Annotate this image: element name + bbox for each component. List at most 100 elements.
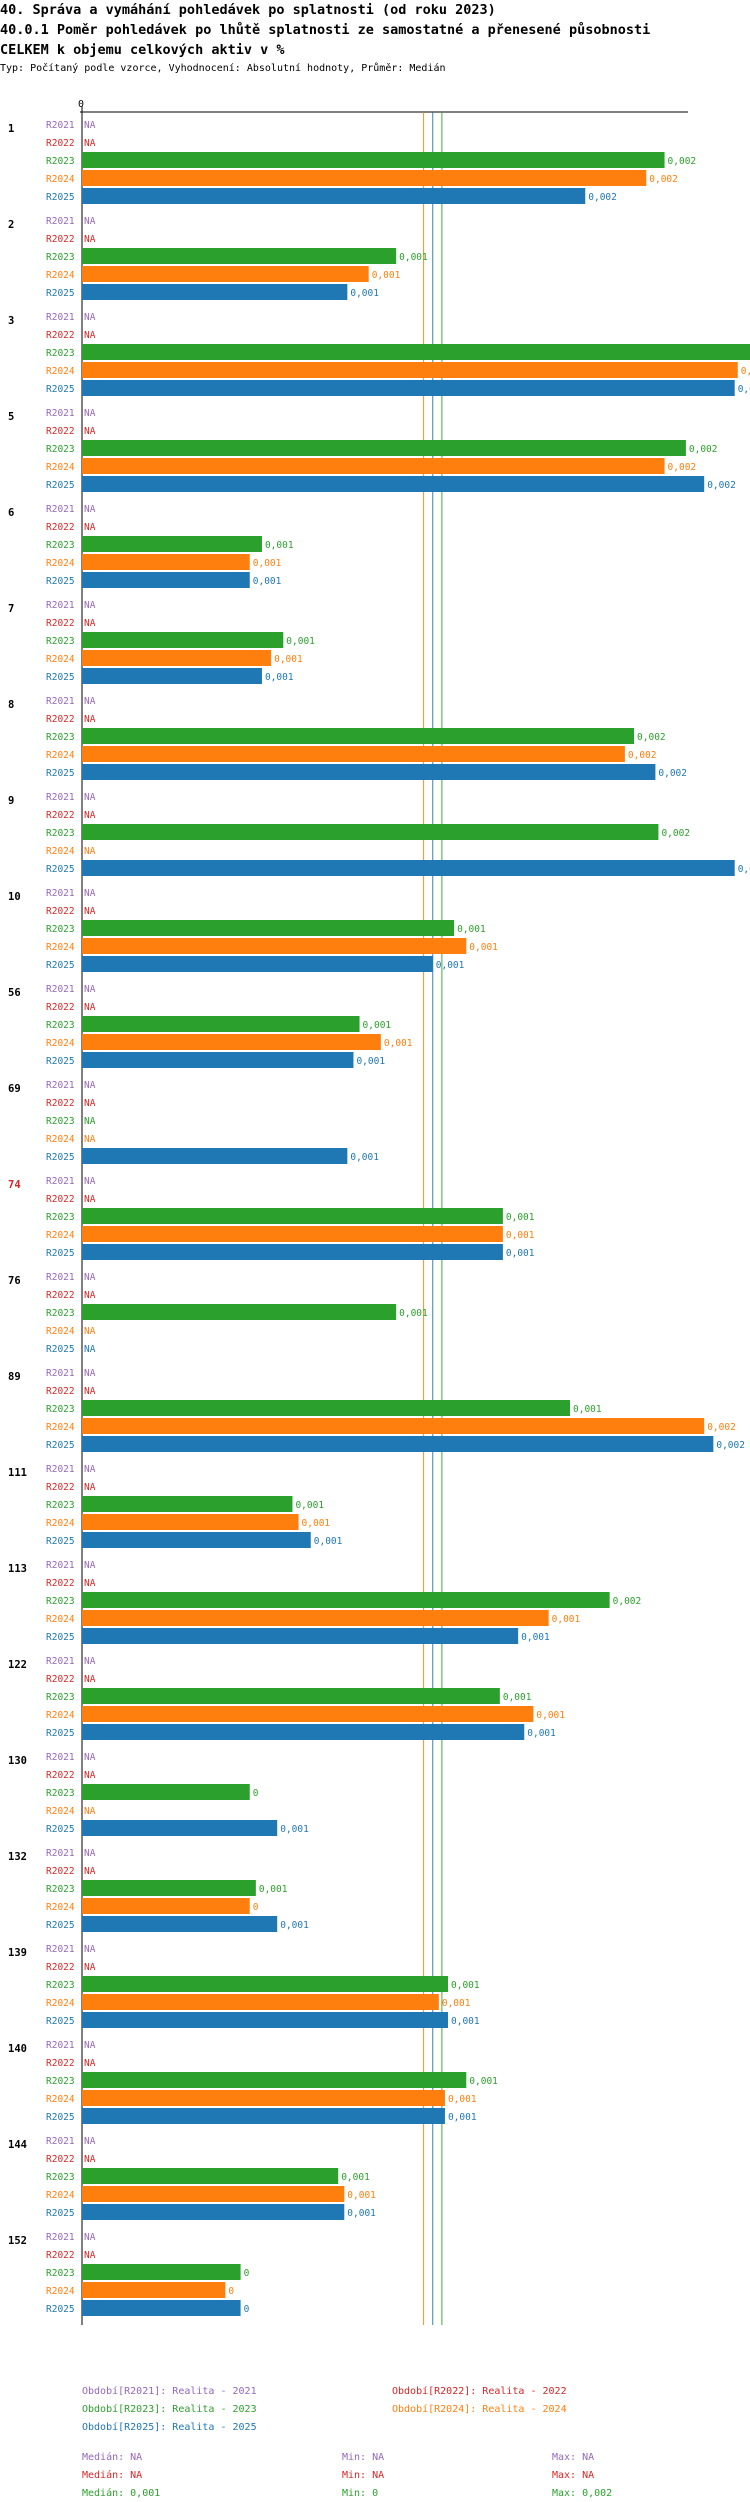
bar-r2024 <box>82 2186 345 2202</box>
group-label-8: 8 <box>8 699 14 711</box>
value-label: 0 <box>244 2304 250 2315</box>
value-label-na: NA <box>84 1176 96 1187</box>
series-label: R2025 <box>46 1248 75 1259</box>
value-label-na: NA <box>84 426 96 437</box>
value-label: 0,002 <box>637 732 666 743</box>
value-label: 0,001 <box>521 1632 550 1643</box>
value-label: 0,001 <box>259 1884 288 1895</box>
series-label: R2021 <box>46 504 75 515</box>
series-label: R2021 <box>46 792 75 803</box>
series-label: R2021 <box>46 1752 75 1763</box>
value-label: 0 <box>228 2286 234 2297</box>
value-label-na: NA <box>84 1326 96 1337</box>
value-label: 0,001 <box>503 1692 532 1703</box>
series-label: R2025 <box>46 576 75 587</box>
series-label: R2023 <box>46 2172 75 2183</box>
value-label-na: NA <box>84 1368 96 1379</box>
series-label: R2025 <box>46 1920 75 1931</box>
value-label-na: NA <box>84 1944 96 1955</box>
value-label-na: NA <box>84 1344 96 1355</box>
chart-title: 40. Správa a vymáhání pohledávek po spla… <box>0 2 496 18</box>
chart-subtitle-indicator: 40.0.1 Poměr pohledávek po lhůtě splatno… <box>0 22 651 38</box>
value-label-na: NA <box>84 1482 96 1493</box>
chart-subtitle-unit: CELKEM k objemu celkových aktiv v % <box>0 42 285 58</box>
legend-median-r2022: Medián: NA <box>82 2469 142 2481</box>
series-label: R2023 <box>46 1980 75 1991</box>
value-label: 0,001 <box>536 1710 565 1721</box>
series-label: R2024 <box>46 846 75 857</box>
bar-r2024 <box>82 266 369 282</box>
value-label-na: NA <box>84 1674 96 1685</box>
value-label-na: NA <box>84 1752 96 1763</box>
series-label: R2021 <box>46 1176 75 1187</box>
series-label: R2024 <box>46 270 75 281</box>
bar-r2023 <box>82 152 665 168</box>
series-label: R2023 <box>46 1020 75 1031</box>
series-label: R2022 <box>46 1578 75 1589</box>
value-label: 0,002 <box>707 1422 736 1433</box>
bar-r2023 <box>82 1976 448 1992</box>
bar-r2025 <box>82 572 250 588</box>
series-label: R2023 <box>46 1788 75 1799</box>
bar-r2024 <box>82 650 272 666</box>
series-label: R2024 <box>46 558 75 569</box>
value-label-na: NA <box>84 714 96 725</box>
series-label: R2025 <box>46 768 75 779</box>
series-label: R2021 <box>46 216 75 227</box>
series-label: R2023 <box>46 1212 75 1223</box>
value-label: 0,001 <box>506 1248 535 1259</box>
bar-r2023 <box>82 1400 570 1416</box>
value-label-na: NA <box>84 1272 96 1283</box>
value-label: 0,001 <box>295 1500 324 1511</box>
group-label-56: 56 <box>8 987 21 999</box>
value-label: 0,001 <box>451 1980 480 1991</box>
legend-period-r2021: Období[R2021]: Realita - 2021 <box>82 2385 257 2397</box>
group-label-152: 152 <box>8 2235 27 2247</box>
bar-r2025 <box>82 668 262 684</box>
value-label: 0,002 <box>707 480 736 491</box>
group-label-1: 1 <box>8 123 14 135</box>
series-label: R2025 <box>46 1056 75 1067</box>
value-label: 0,002 <box>668 156 697 167</box>
series-label: R2021 <box>46 408 75 419</box>
bar-r2025 <box>82 1628 519 1644</box>
series-label: R2024 <box>46 1614 75 1625</box>
bar-r2025 <box>82 2108 445 2124</box>
value-label-na: NA <box>84 2154 96 2165</box>
legend-max-r2021: Max: NA <box>552 2452 594 2463</box>
bar-r2024 <box>82 2282 226 2298</box>
value-label: 0,002 <box>628 750 657 761</box>
value-label-na: NA <box>84 408 96 419</box>
group-label-111: 111 <box>8 1467 27 1479</box>
series-label: R2024 <box>46 750 75 761</box>
series-label: R2025 <box>46 288 75 299</box>
bar-r2024 <box>82 1706 534 1722</box>
value-label: 0,001 <box>552 1614 581 1625</box>
bar-r2023 <box>82 1016 360 1032</box>
series-label: R2024 <box>46 1998 75 2009</box>
series-label: R2025 <box>46 2208 75 2219</box>
value-label: 0,001 <box>436 960 465 971</box>
series-label: R2023 <box>46 540 75 551</box>
value-label: 0,001 <box>350 1152 379 1163</box>
group-label-144: 144 <box>8 2139 27 2151</box>
bar-r2023 <box>82 2264 241 2280</box>
value-label-na: NA <box>84 600 96 611</box>
value-label-na: NA <box>84 234 96 245</box>
value-label-na: NA <box>84 906 96 917</box>
bar-r2023 <box>82 1592 610 1608</box>
legend-median-r2023: Medián: 0,001 <box>82 2487 160 2499</box>
value-label-na: NA <box>84 888 96 899</box>
series-label: R2022 <box>46 2154 75 2165</box>
series-label: R2021 <box>46 984 75 995</box>
bar-r2025 <box>82 380 735 396</box>
bar-r2025 <box>82 1820 278 1836</box>
value-label: 0,002 <box>716 1440 745 1451</box>
series-label: R2022 <box>46 1866 75 1877</box>
value-label-na: NA <box>84 1770 96 1781</box>
value-label: 0,001 <box>280 1920 309 1931</box>
value-label: 0,001 <box>265 672 294 683</box>
legend-max-r2023: Max: 0,002 <box>552 2488 612 2499</box>
series-label: R2025 <box>46 1632 75 1643</box>
value-label-na: NA <box>84 618 96 629</box>
